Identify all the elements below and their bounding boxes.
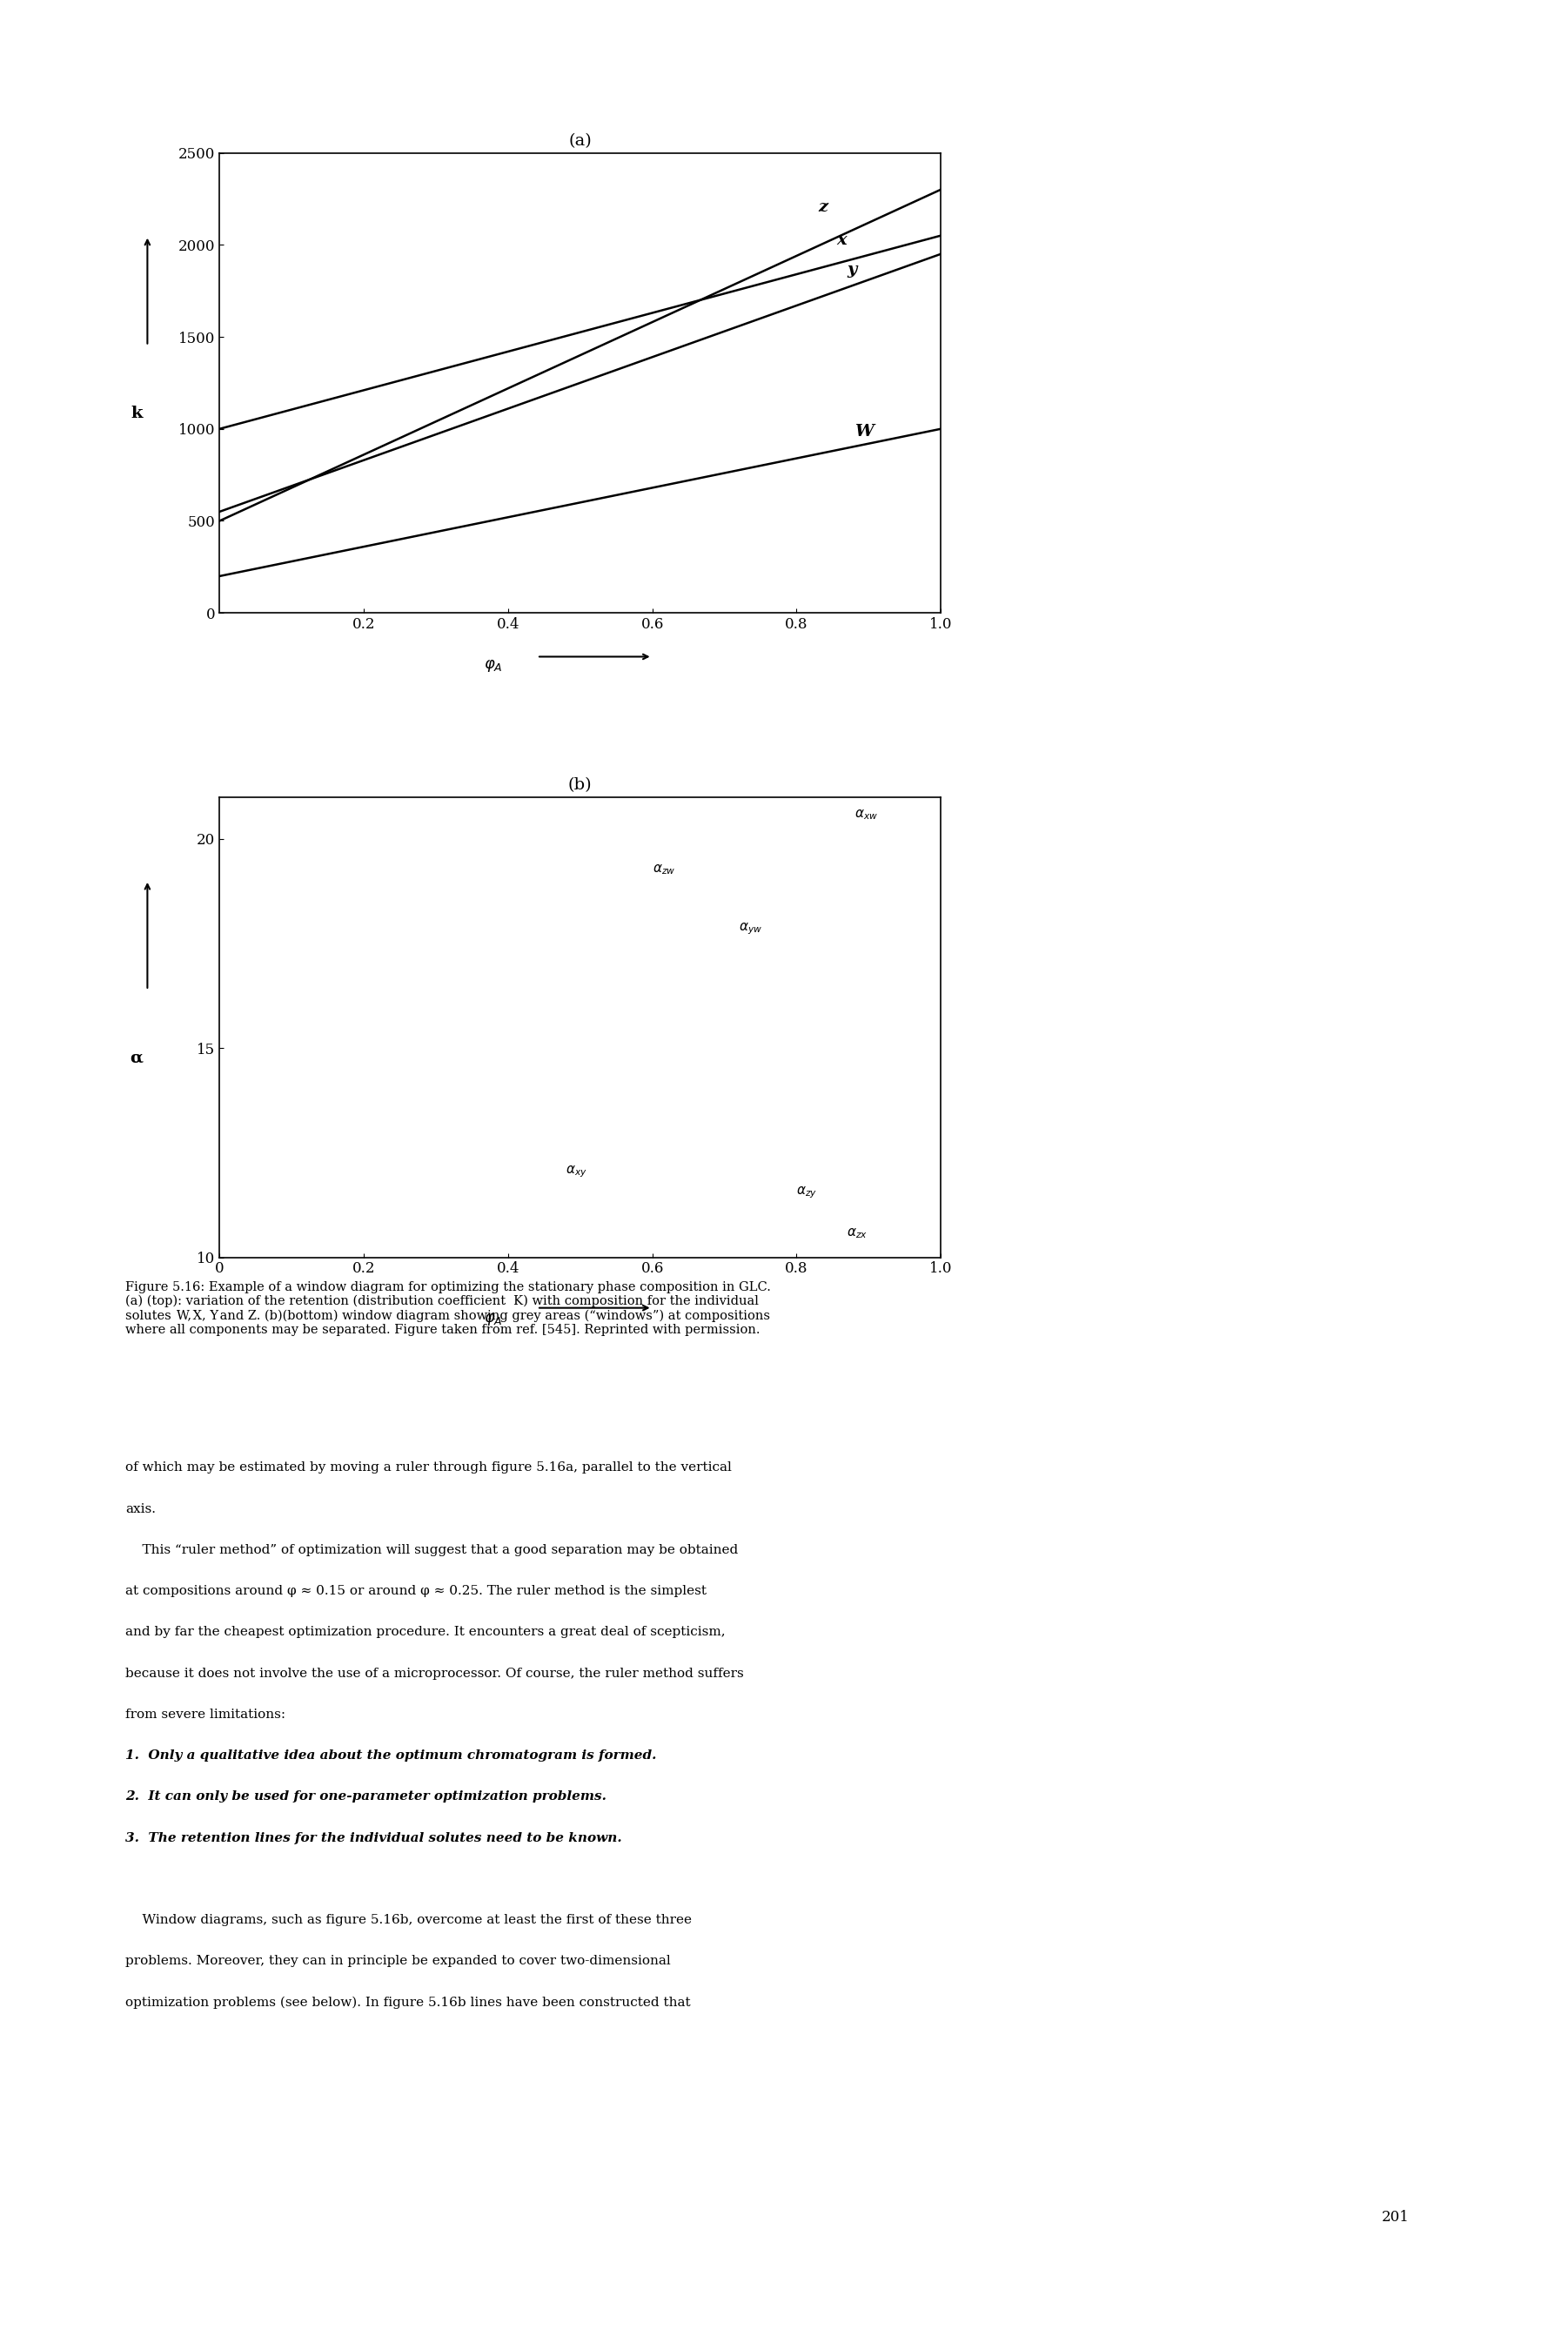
Text: problems. Moreover, they can in principle be expanded to cover two-dimensional: problems. Moreover, they can in principl… bbox=[125, 1955, 671, 1967]
Text: 1.  Only a qualitative idea about the optimum chromatogram is formed.: 1. Only a qualitative idea about the opt… bbox=[125, 1748, 657, 1762]
Text: Window diagrams, such as figure 5.16b, overcome at least the first of these thre: Window diagrams, such as figure 5.16b, o… bbox=[125, 1913, 691, 1927]
Text: $\alpha_{zw}$: $\alpha_{zw}$ bbox=[652, 862, 676, 877]
Text: of which may be estimated by moving a ruler through figure 5.16a, parallel to th: of which may be estimated by moving a ru… bbox=[125, 1462, 732, 1473]
Text: $\varphi_A$: $\varphi_A$ bbox=[485, 658, 503, 674]
Text: and by far the cheapest optimization procedure. It encounters a great deal of sc: and by far the cheapest optimization pro… bbox=[125, 1626, 726, 1638]
Title: (b): (b) bbox=[568, 778, 593, 794]
Text: W: W bbox=[855, 423, 873, 439]
Text: 2.  It can only be used for one-parameter optimization problems.: 2. It can only be used for one-parameter… bbox=[125, 1791, 607, 1802]
Text: $\alpha_{xy}$: $\alpha_{xy}$ bbox=[566, 1163, 588, 1180]
Text: because it does not involve the use of a microprocessor. Of course, the ruler me: because it does not involve the use of a… bbox=[125, 1668, 743, 1680]
Text: 201: 201 bbox=[1381, 2209, 1410, 2223]
Text: from severe limitations:: from severe limitations: bbox=[125, 1708, 285, 1720]
Text: $\alpha_{zy}$: $\alpha_{zy}$ bbox=[797, 1184, 817, 1201]
Text: $\varphi_A$: $\varphi_A$ bbox=[485, 1311, 503, 1328]
Text: This “ruler method” of optimization will suggest that a good separation may be o: This “ruler method” of optimization will… bbox=[125, 1544, 739, 1556]
Text: y: y bbox=[847, 263, 858, 277]
Text: optimization problems (see below). In figure 5.16b lines have been constructed t: optimization problems (see below). In fi… bbox=[125, 1998, 691, 2009]
Title: (a): (a) bbox=[569, 134, 591, 148]
Text: z: z bbox=[818, 200, 828, 216]
Text: α: α bbox=[130, 1050, 143, 1067]
Text: $\alpha_{zx}$: $\alpha_{zx}$ bbox=[847, 1227, 869, 1241]
Text: $\alpha_{yw}$: $\alpha_{yw}$ bbox=[739, 921, 762, 938]
Text: x: x bbox=[836, 233, 847, 249]
Text: 3.  The retention lines for the individual solutes need to be known.: 3. The retention lines for the individua… bbox=[125, 1833, 622, 1845]
Text: $\alpha_{xw}$: $\alpha_{xw}$ bbox=[855, 808, 878, 822]
Text: at compositions around φ ≈ 0.15 or around φ ≈ 0.25. The ruler method is the simp: at compositions around φ ≈ 0.15 or aroun… bbox=[125, 1584, 707, 1598]
Text: axis.: axis. bbox=[125, 1504, 155, 1516]
Text: k: k bbox=[130, 407, 143, 421]
Text: Figure 5.16: Example of a window diagram for optimizing the stationary phase com: Figure 5.16: Example of a window diagram… bbox=[125, 1281, 771, 1337]
